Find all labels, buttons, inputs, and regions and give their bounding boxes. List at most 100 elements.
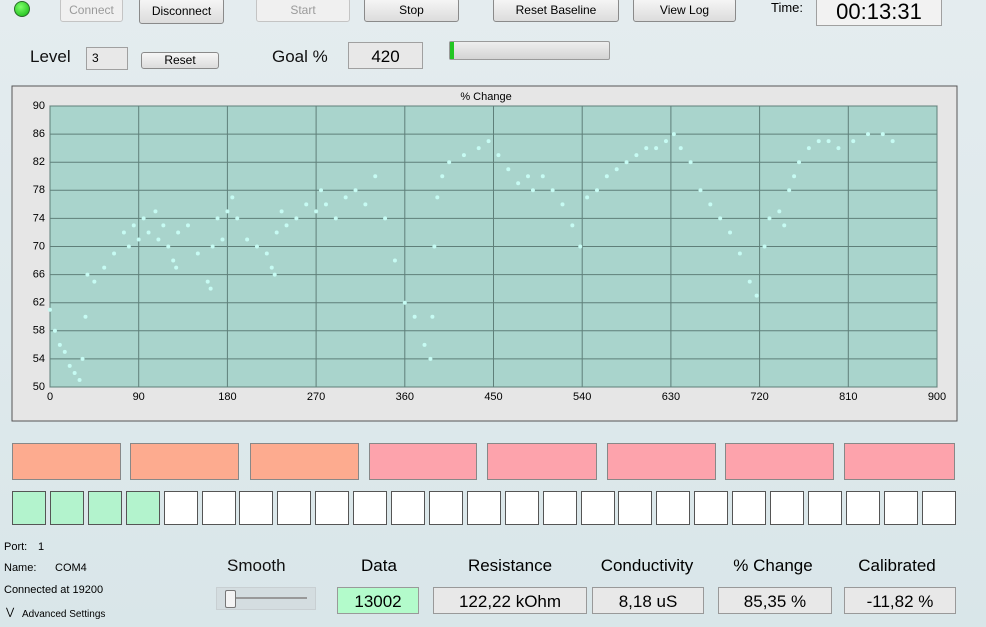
data-point	[383, 216, 388, 221]
view-log-button[interactable]: View Log	[633, 0, 736, 22]
advanced-settings[interactable]: Advanced Settings	[22, 609, 106, 620]
indicator-cell	[845, 491, 880, 525]
indicator-cell	[656, 491, 691, 525]
y-tick-label: 70	[33, 240, 45, 252]
data-point	[728, 230, 733, 235]
data-point	[126, 244, 131, 249]
indicator-cell	[353, 491, 388, 525]
data-point	[634, 153, 639, 158]
data-point	[85, 272, 90, 277]
readout-value: 85,35 %	[718, 587, 832, 614]
smooth-label: Smooth	[227, 556, 286, 575]
data-point	[688, 160, 693, 165]
data-point	[323, 202, 328, 207]
data-point	[314, 209, 319, 214]
x-tick-label: 180	[218, 391, 236, 403]
x-tick-label: 0	[47, 391, 53, 403]
level-input[interactable]: 3	[86, 47, 128, 70]
data-point	[156, 237, 161, 242]
stop-button[interactable]: Stop	[364, 0, 459, 22]
data-point	[440, 174, 445, 179]
indicator-cell	[12, 491, 46, 525]
data-point	[48, 307, 52, 312]
x-tick-label: 810	[839, 391, 857, 403]
data-point	[225, 209, 230, 214]
indicator-cell	[580, 491, 615, 525]
data-point	[279, 209, 284, 214]
goal-label: Goal %	[272, 47, 328, 66]
data-point	[52, 328, 57, 333]
goal-input[interactable]: 420	[348, 42, 423, 69]
data-point	[806, 146, 811, 151]
data-point	[121, 230, 126, 235]
data-point	[435, 195, 440, 200]
data-point	[624, 160, 629, 165]
data-point	[585, 195, 590, 200]
data-point	[718, 216, 723, 221]
connect-button[interactable]: Connect	[60, 0, 123, 22]
indicator-cell	[277, 491, 312, 525]
start-button[interactable]: Start	[256, 0, 350, 22]
advanced-chevron[interactable]: ⋁	[6, 607, 15, 618]
indicator-cell	[921, 491, 956, 525]
readout-value: 13002	[337, 587, 419, 614]
y-tick-label: 62	[33, 297, 45, 309]
data-point	[836, 146, 841, 151]
data-point	[171, 258, 176, 263]
data-point	[62, 349, 67, 354]
y-tick-label: 86	[33, 128, 45, 140]
indicator-cell	[428, 491, 463, 525]
reset-button[interactable]: Reset	[141, 52, 219, 69]
data-point	[269, 265, 274, 270]
data-point	[767, 216, 772, 221]
data-point	[550, 188, 555, 193]
data-point	[540, 174, 545, 179]
data-point	[851, 139, 856, 144]
data-point	[141, 216, 146, 221]
disconnect-button[interactable]: Disconnect	[139, 0, 224, 24]
x-tick-label: 900	[928, 391, 946, 403]
data-point	[530, 188, 535, 193]
smooth-slider[interactable]	[216, 587, 316, 610]
indicator-cell	[315, 491, 350, 525]
data-point	[777, 209, 782, 214]
data-point	[570, 223, 575, 228]
data-point	[392, 258, 397, 263]
indicator-cell	[466, 491, 501, 525]
data-point	[112, 251, 117, 256]
reset-baseline-button[interactable]: Reset Baseline	[493, 0, 619, 22]
data-point	[516, 181, 521, 186]
data-point	[319, 188, 324, 193]
data-point	[220, 237, 225, 242]
data-point	[762, 244, 767, 249]
x-tick-label: 450	[484, 391, 502, 403]
data-point	[506, 167, 511, 172]
data-point	[447, 160, 452, 165]
data-point	[737, 251, 742, 256]
data-point	[787, 188, 792, 193]
data-point	[614, 167, 619, 172]
data-point	[578, 244, 583, 249]
time-label: Time:	[771, 0, 804, 15]
status-led	[14, 1, 30, 17]
data-point	[353, 188, 358, 193]
x-tick-label: 720	[750, 391, 768, 403]
data-point	[210, 244, 215, 249]
y-tick-label: 90	[33, 100, 45, 112]
indicator-cell	[49, 491, 84, 525]
data-point	[476, 146, 481, 151]
data-point	[304, 202, 309, 207]
indicator-cell	[732, 491, 767, 525]
data-point	[525, 174, 530, 179]
readout-value: -11,82 %	[844, 587, 956, 614]
data-point	[185, 223, 190, 228]
data-point	[373, 174, 378, 179]
data-point	[92, 279, 97, 284]
x-tick-label: 270	[307, 391, 325, 403]
indicator-cell	[87, 491, 122, 525]
time-display: 00:13:31	[816, 0, 942, 26]
name-label: Name:	[4, 562, 37, 574]
readout-label: Resistance	[467, 556, 553, 575]
port-label: Port:	[4, 541, 28, 553]
